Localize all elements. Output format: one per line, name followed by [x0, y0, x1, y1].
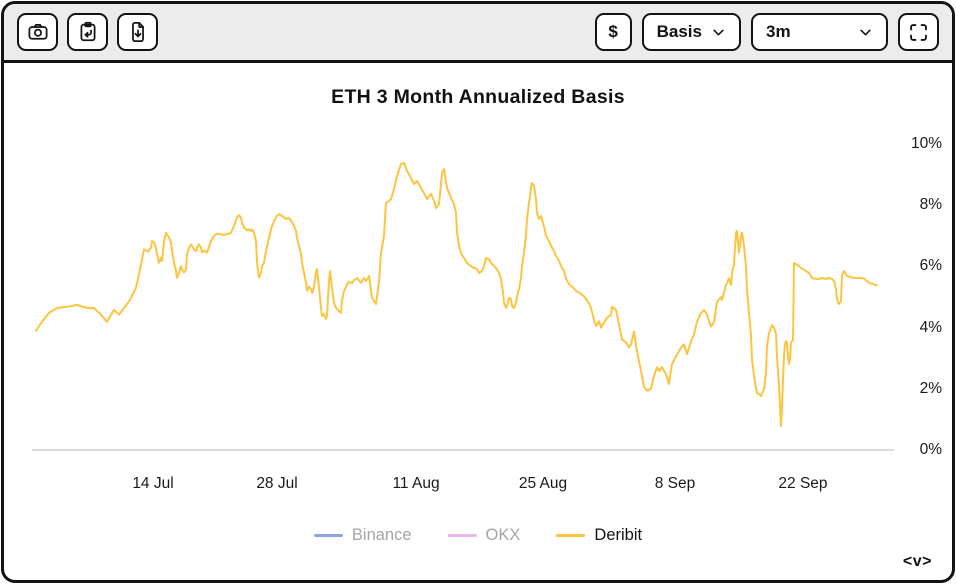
- y-axis-label: 10%: [910, 135, 942, 152]
- x-axis-label: 28 Jul: [256, 475, 298, 492]
- metric-dropdown[interactable]: Basis: [641, 13, 741, 51]
- chart-legend: Binance OKX Deribit: [4, 526, 952, 545]
- legend-item-binance[interactable]: Binance: [313, 526, 412, 545]
- chart-title: ETH 3 Month Annualized Basis: [331, 86, 625, 108]
- legend-swatch: [313, 534, 343, 537]
- legend-swatch: [556, 534, 586, 537]
- camera-icon: [28, 23, 47, 40]
- download-button[interactable]: [117, 13, 158, 51]
- screenshot-button[interactable]: [17, 13, 58, 51]
- legend-item-deribit[interactable]: Deribit: [556, 526, 642, 545]
- legend-label: Binance: [351, 526, 412, 544]
- legend-swatch: [447, 534, 477, 537]
- chevron-down-icon: [860, 29, 871, 35]
- toolbar: $ Basis 3m: [4, 4, 952, 63]
- y-axis-label: 4%: [919, 318, 942, 336]
- copy-data-button[interactable]: [67, 13, 108, 51]
- x-axis-label: 14 Jul: [132, 475, 174, 492]
- panel-collapse-control[interactable]: <v>: [902, 553, 932, 570]
- series-line-deribit: [35, 162, 878, 428]
- metric-dropdown-label: Basis: [656, 22, 702, 41]
- legend-label: Deribit: [594, 526, 643, 544]
- fullscreen-button[interactable]: [898, 13, 939, 51]
- x-axis-label: 11 Aug: [392, 475, 440, 492]
- fullscreen-icon: [910, 23, 927, 41]
- clipboard-arrow-icon: [80, 21, 95, 42]
- chevron-down-icon: [713, 29, 724, 35]
- x-axis-label: 22 Sep: [778, 475, 828, 492]
- toolbar-left-group: [17, 13, 158, 51]
- range-select[interactable]: 3m: [751, 13, 888, 51]
- y-axis-label: 0%: [919, 441, 942, 458]
- file-download-icon: [131, 21, 144, 43]
- legend-item-okx[interactable]: OKX: [447, 526, 521, 545]
- range-select-value: 3m: [766, 22, 791, 41]
- currency-toggle-button[interactable]: $: [594, 13, 632, 51]
- y-axis-label: 6%: [919, 257, 942, 275]
- y-axis-label: 8%: [919, 196, 942, 214]
- toolbar-right-group: $ Basis 3m: [594, 13, 939, 51]
- x-axis-label: 8 Sep: [654, 475, 696, 492]
- legend-label: OKX: [485, 526, 521, 544]
- x-axis-label: 25 Aug: [518, 475, 568, 492]
- y-axis-label: 2%: [919, 379, 942, 397]
